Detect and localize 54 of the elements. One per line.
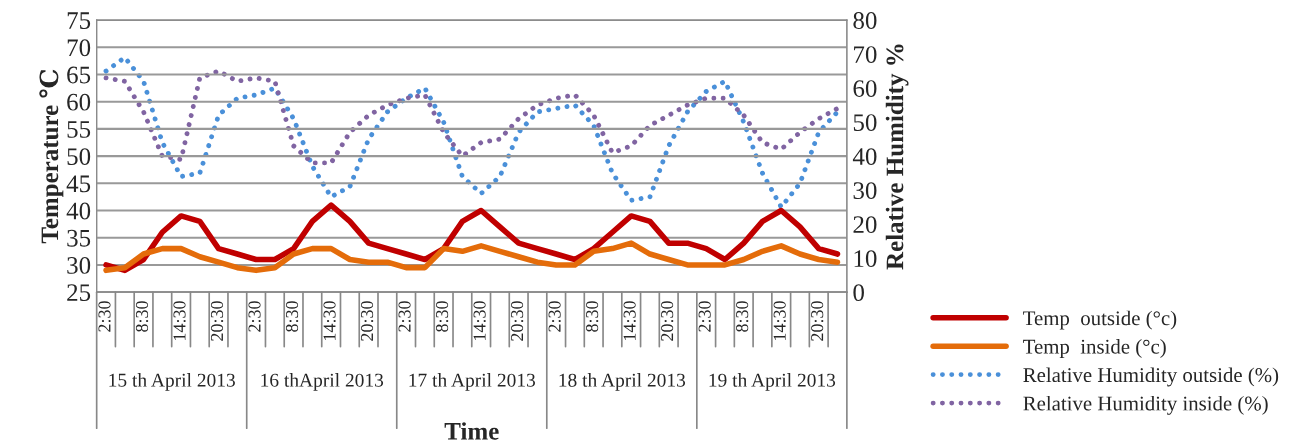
y2-tick-label: 20 [853, 216, 877, 234]
y2-tick-label: 70 [854, 46, 877, 63]
y2-tick-label: 80 [853, 12, 877, 29]
x-tick-label: 20:30 [661, 301, 674, 341]
y2-axis-title: Relative Humidity % [885, 44, 909, 270]
y2-tick-label: 40 [852, 148, 877, 166]
x-axis-title: Time [444, 422, 499, 440]
x-tick-label: 2:30 [398, 301, 411, 332]
x-tick-label: 2:30 [548, 301, 561, 332]
x-tick-label: 8:30 [285, 301, 299, 332]
y2-tick-label: 30 [853, 182, 877, 200]
x-tick-label: 2:30 [248, 301, 261, 332]
y2-tick-label: 10 [854, 250, 877, 268]
x-tick-label: 14:30 [623, 301, 636, 340]
x-tick-label: 14:30 [773, 301, 786, 340]
y-tick-label: 35 [67, 229, 91, 247]
legend-label: Temp inside (°c) [1023, 339, 1166, 358]
line-series [103, 68, 840, 166]
x-tick-label: 20:30 [811, 301, 824, 341]
y-tick-label: 65 [67, 66, 91, 84]
y-tick-label: 25 [67, 284, 91, 302]
x-tick-label: 2:30 [98, 301, 111, 332]
x-tick-label: 14:30 [173, 301, 186, 340]
line-series [103, 55, 840, 210]
x-tick-label: 2:30 [698, 301, 711, 332]
x-tick-label: 8:30 [435, 301, 449, 332]
text: 15 th April 2013 [109, 373, 235, 391]
y2-tick-label: 60 [853, 80, 877, 97]
y-axis-title: Temperature ℃ [39, 69, 64, 244]
x-tick-label: 14:30 [323, 301, 336, 340]
text: 16 thApril 2013 [261, 373, 384, 391]
y-tick-label: 75 [67, 12, 91, 29]
text: 18 th April 2013 [559, 373, 686, 391]
legend-label: Relative Humidity inside (%) [1023, 395, 1268, 415]
legend-label: Temp outside (°c) [1023, 310, 1177, 330]
x-tick-label: 20:30 [360, 301, 374, 341]
x-tick-label: 20:30 [210, 301, 224, 341]
y-tick-label: 60 [67, 93, 91, 111]
x-tick-label: 20:30 [511, 301, 524, 341]
text: 19 th April 2013 [709, 373, 836, 391]
y-tick-label: 55 [67, 121, 91, 138]
x-tick-label: 8:30 [736, 301, 749, 332]
text: 17 th April 2013 [409, 373, 536, 391]
legend-label: Relative Humidity outside (%) [1023, 367, 1279, 387]
y-tick-label: 40 [66, 202, 91, 220]
y-tick-label: 50 [67, 148, 91, 166]
x-tick-label: 8:30 [586, 301, 599, 332]
x-tick-label: 14:30 [473, 301, 486, 340]
y2-tick-label: 50 [853, 114, 877, 132]
y2-tick-label: 0 [853, 284, 864, 302]
y-tick-label: 70 [67, 39, 91, 57]
y-tick-label: 45 [66, 175, 91, 193]
x-tick-label: 8:30 [135, 301, 149, 332]
y-tick-label: 30 [67, 256, 91, 274]
